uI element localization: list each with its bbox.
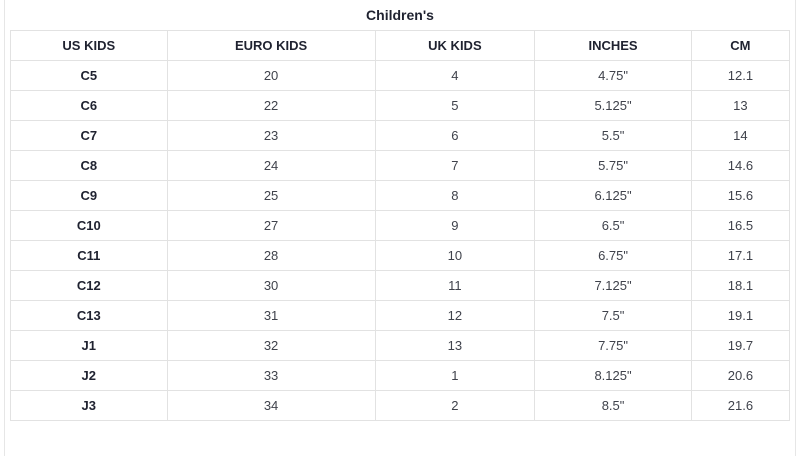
- column-header-euro-kids: EURO KIDS: [166, 30, 376, 61]
- cell-euro-size: 20: [166, 60, 376, 91]
- cell-inches: 8.5": [534, 390, 692, 421]
- cell-euro-size: 24: [166, 150, 376, 181]
- cell-us-size: C10: [10, 210, 168, 241]
- cell-inches: 5.125": [534, 90, 692, 121]
- cell-us-size: C7: [10, 120, 168, 151]
- table-row: C8 24 7 5.75" 14.6: [10, 150, 791, 181]
- cell-us-size: C5: [10, 60, 168, 91]
- cell-us-size: C11: [10, 240, 168, 271]
- column-header-us-kids: US KIDS: [10, 30, 168, 61]
- cell-euro-size: 22: [166, 90, 376, 121]
- cell-inches: 7.75": [534, 330, 692, 361]
- cell-us-size: J3: [10, 390, 168, 421]
- cell-inches: 7.125": [534, 270, 692, 301]
- cell-euro-size: 33: [166, 360, 376, 391]
- table-row: C5 20 4 4.75" 12.1: [10, 60, 791, 91]
- cell-uk-size: 11: [374, 270, 536, 301]
- header-row: US KIDS EURO KIDS UK KIDS INCHES CM: [10, 30, 791, 61]
- cell-cm: 15.6: [690, 180, 791, 211]
- cell-uk-size: 12: [374, 300, 536, 331]
- cell-uk-size: 9: [374, 210, 536, 241]
- cell-cm: 12.1: [690, 60, 791, 91]
- cell-cm: 16.5: [690, 210, 791, 241]
- table-row: C11 28 10 6.75" 17.1: [10, 240, 791, 271]
- cell-uk-size: 1: [374, 360, 536, 391]
- cell-uk-size: 2: [374, 390, 536, 421]
- cell-cm: 20.6: [690, 360, 791, 391]
- table-row: C10 27 9 6.5" 16.5: [10, 210, 791, 241]
- cell-us-size: C12: [10, 270, 168, 301]
- column-header-cm: CM: [690, 30, 791, 61]
- table-row: C6 22 5 5.125" 13: [10, 90, 791, 121]
- cell-euro-size: 30: [166, 270, 376, 301]
- cell-euro-size: 31: [166, 300, 376, 331]
- column-header-inches: INCHES: [534, 30, 692, 61]
- children-size-table: US KIDS EURO KIDS UK KIDS INCHES CM C5 2…: [10, 30, 791, 421]
- cell-cm: 13: [690, 90, 791, 121]
- cell-euro-size: 23: [166, 120, 376, 151]
- cell-euro-size: 32: [166, 330, 376, 361]
- cell-euro-size: 25: [166, 180, 376, 211]
- cell-us-size: C8: [10, 150, 168, 181]
- cell-euro-size: 34: [166, 390, 376, 421]
- table-row: J1 32 13 7.75" 19.7: [10, 330, 791, 361]
- table-row: J2 33 1 8.125" 20.6: [10, 360, 791, 391]
- table-row: C12 30 11 7.125" 18.1: [10, 270, 791, 301]
- cell-uk-size: 5: [374, 90, 536, 121]
- cell-us-size: J1: [10, 330, 168, 361]
- cell-us-size: C9: [10, 180, 168, 211]
- table-row: C7 23 6 5.5" 14: [10, 120, 791, 151]
- cell-inches: 6.75": [534, 240, 692, 271]
- cell-us-size: J2: [10, 360, 168, 391]
- table-row: C13 31 12 7.5" 19.1: [10, 300, 791, 331]
- column-header-uk-kids: UK KIDS: [374, 30, 536, 61]
- cell-inches: 8.125": [534, 360, 692, 391]
- cell-inches: 5.5": [534, 120, 692, 151]
- cell-uk-size: 6: [374, 120, 536, 151]
- cell-euro-size: 28: [166, 240, 376, 271]
- cell-cm: 14.6: [690, 150, 791, 181]
- cell-cm: 14: [690, 120, 791, 151]
- cell-cm: 19.1: [690, 300, 791, 331]
- cell-euro-size: 27: [166, 210, 376, 241]
- cell-cm: 19.7: [690, 330, 791, 361]
- cell-inches: 6.125": [534, 180, 692, 211]
- cell-cm: 18.1: [690, 270, 791, 301]
- cell-cm: 17.1: [690, 240, 791, 271]
- cell-us-size: C6: [10, 90, 168, 121]
- cell-uk-size: 8: [374, 180, 536, 211]
- table-row: C9 25 8 6.125" 15.6: [10, 180, 791, 211]
- cell-cm: 21.6: [690, 390, 791, 421]
- cell-uk-size: 10: [374, 240, 536, 271]
- cell-uk-size: 7: [374, 150, 536, 181]
- cell-inches: 7.5": [534, 300, 692, 331]
- cell-inches: 5.75": [534, 150, 692, 181]
- cell-uk-size: 13: [374, 330, 536, 361]
- chart-title: Children's: [366, 7, 434, 23]
- table-row: J3 34 2 8.5" 21.6: [10, 390, 791, 421]
- cell-us-size: C13: [10, 300, 168, 331]
- cell-inches: 4.75": [534, 60, 692, 91]
- size-chart-container: Children's US KIDS EURO KIDS UK KIDS INC…: [4, 0, 796, 456]
- cell-inches: 6.5": [534, 210, 692, 241]
- cell-uk-size: 4: [374, 60, 536, 91]
